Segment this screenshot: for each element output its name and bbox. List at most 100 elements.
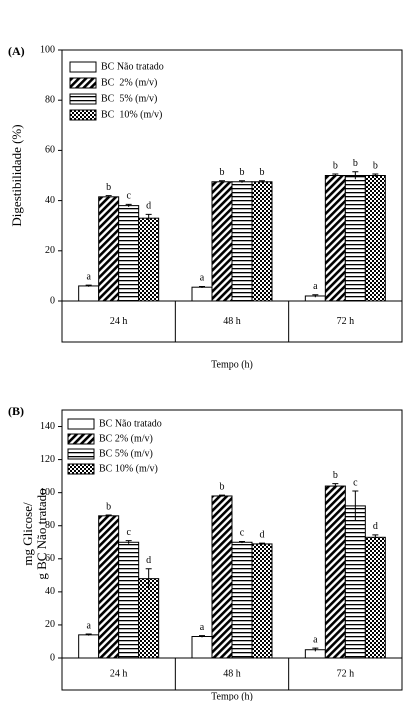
bar xyxy=(251,543,273,659)
y-tick-label: 100 xyxy=(40,487,55,498)
legend-swatch xyxy=(69,93,97,105)
error-bar xyxy=(145,213,152,222)
bar xyxy=(98,515,120,659)
error-bar xyxy=(259,180,265,183)
legend-swatch xyxy=(67,433,95,445)
y-tick-label: 40 xyxy=(45,586,55,597)
x-tick-label: 48 h xyxy=(223,668,241,679)
y-tick-label: 60 xyxy=(45,145,55,156)
bar xyxy=(344,175,366,302)
significance-letter: b xyxy=(260,167,265,178)
error-bar xyxy=(145,568,152,589)
y-tick-label: 80 xyxy=(45,94,55,105)
legend-label: BC 2% (m/v) xyxy=(101,77,157,88)
y-tick-label: 100 xyxy=(40,44,55,55)
error-bar xyxy=(259,542,265,545)
x-tick-label: 24 h xyxy=(110,316,128,327)
error-bar xyxy=(125,540,132,544)
bar xyxy=(191,636,213,659)
error-bar xyxy=(332,483,339,489)
bar xyxy=(118,541,140,659)
y-axis-label: Digestibilidade (%) xyxy=(9,124,24,226)
error-bar xyxy=(105,195,112,199)
significance-letter: d xyxy=(146,201,151,212)
bar xyxy=(78,285,100,302)
y-tick-label: 20 xyxy=(45,619,55,630)
x-axis-label: Tempo (h) xyxy=(211,691,253,701)
y-tick-label: 120 xyxy=(40,454,55,465)
x-tick-label: 24 h xyxy=(110,668,128,679)
bar xyxy=(251,181,273,302)
significance-letter: d xyxy=(146,555,151,566)
y-tick-label: 60 xyxy=(45,553,55,564)
significance-letter: b xyxy=(373,160,378,171)
legend-label: BC 10% (m/v) xyxy=(101,109,162,120)
significance-letter: c xyxy=(353,477,358,488)
y-axis-label: mg Glicose/ xyxy=(20,502,35,566)
significance-letter: a xyxy=(200,273,205,284)
legend-label: BC Não tratado xyxy=(101,61,164,72)
legend-swatch xyxy=(69,109,97,121)
bar xyxy=(324,175,346,302)
bar xyxy=(138,217,160,302)
significance-letter: d xyxy=(260,529,265,540)
error-bar xyxy=(125,203,132,207)
significance-letter: b xyxy=(240,167,245,178)
bar xyxy=(344,505,366,659)
bar xyxy=(211,495,233,659)
bar xyxy=(138,578,160,659)
bar xyxy=(78,634,100,659)
error-bar xyxy=(199,285,205,288)
error-bar xyxy=(105,514,112,517)
bar xyxy=(231,181,253,302)
bar xyxy=(231,541,253,659)
legend-swatch xyxy=(69,61,97,73)
legend-swatch xyxy=(67,448,95,460)
significance-letter: a xyxy=(86,271,91,282)
y-tick-label: 0 xyxy=(50,652,55,663)
significance-letter: d xyxy=(373,521,378,532)
legend-swatch xyxy=(69,77,97,89)
error-bar xyxy=(372,173,379,178)
error-bar xyxy=(372,534,379,540)
y-tick-label: 20 xyxy=(45,245,55,256)
panel-label: (B) xyxy=(8,404,24,418)
significance-letter: c xyxy=(126,191,131,202)
y-tick-label: 0 xyxy=(50,295,55,306)
bar xyxy=(211,181,233,302)
x-axis-label: Tempo (h) xyxy=(211,359,253,370)
error-bar xyxy=(239,540,245,544)
significance-letter: b xyxy=(106,501,111,512)
panel-label: (A) xyxy=(8,44,25,58)
error-bar xyxy=(312,294,319,298)
significance-letter: b xyxy=(353,158,358,169)
significance-letter: a xyxy=(313,634,318,645)
error-bar xyxy=(239,180,245,183)
legend-label: BC Não tratado xyxy=(99,418,162,429)
significance-letter: a xyxy=(200,622,205,633)
bar xyxy=(118,205,140,302)
significance-letter: b xyxy=(333,160,338,171)
bar xyxy=(324,485,346,659)
significance-letter: a xyxy=(313,281,318,292)
significance-letter: b xyxy=(220,481,225,492)
bar xyxy=(364,175,386,302)
significance-letter: a xyxy=(86,620,91,631)
significance-letter: b xyxy=(333,470,338,481)
y-axis-label: g BC Não tratado xyxy=(34,488,49,579)
significance-letter: c xyxy=(126,527,131,538)
error-bar xyxy=(219,494,225,497)
bar xyxy=(98,196,120,302)
legend-label: BC 10% (m/v) xyxy=(99,463,158,474)
y-tick-label: 140 xyxy=(40,421,55,432)
error-bar xyxy=(85,633,92,636)
x-tick-label: 72 h xyxy=(337,668,355,679)
y-tick-label: 80 xyxy=(45,520,55,531)
error-bar xyxy=(85,284,92,287)
error-bar xyxy=(352,490,359,521)
significance-letter: c xyxy=(240,528,245,539)
legend-label: BC 2% (m/v) xyxy=(99,433,153,444)
x-tick-label: 72 h xyxy=(337,316,355,327)
significance-letter: b xyxy=(106,182,111,193)
